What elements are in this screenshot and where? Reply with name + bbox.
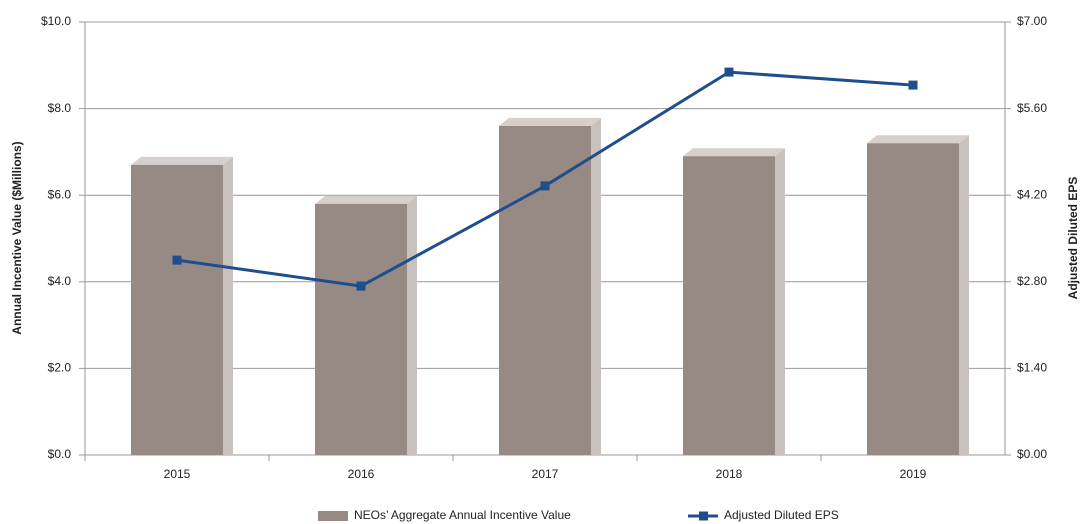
- y2-tick-label: $0.00: [1017, 447, 1047, 461]
- legend-label: NEOs’ Aggregate Annual Incentive Value: [354, 508, 571, 522]
- x-tick-label: 2017: [532, 467, 559, 481]
- y-tick-label: $0.0: [48, 447, 72, 461]
- line-marker: [908, 80, 918, 90]
- y-tick-label: $4.0: [48, 274, 72, 288]
- legend-swatch: [318, 511, 348, 521]
- x-tick-label: 2019: [900, 467, 927, 481]
- line-marker: [540, 181, 550, 191]
- bar-side: [959, 135, 969, 456]
- line-marker: [172, 255, 182, 265]
- bar: [315, 203, 407, 455]
- x-tick-label: 2015: [164, 467, 191, 481]
- y2-tick-label: $2.80: [1017, 274, 1047, 288]
- y2-tick-label: $4.20: [1017, 187, 1047, 201]
- bar-top: [683, 148, 785, 157]
- y-tick-label: $10.0: [41, 14, 71, 28]
- bar-top: [499, 117, 601, 126]
- bar-top: [131, 156, 233, 165]
- bar: [499, 125, 591, 456]
- bar: [131, 164, 223, 455]
- x-tick-label: 2018: [716, 467, 743, 481]
- bar-top: [867, 135, 969, 144]
- y-tick-label: $2.0: [48, 361, 72, 375]
- bar: [867, 143, 959, 456]
- x-tick-label: 2016: [348, 467, 375, 481]
- legend-label: Adjusted Diluted EPS: [724, 508, 839, 522]
- y2-tick-label: $5.60: [1017, 101, 1047, 115]
- legend-marker: [699, 511, 708, 521]
- y2-axis-title: Adjusted Diluted EPS: [1066, 177, 1080, 300]
- y2-tick-label: $1.40: [1017, 361, 1047, 375]
- y-tick-label: $6.0: [48, 187, 72, 201]
- y-axis-title: Annual Incentive Value ($Millions): [10, 141, 24, 334]
- y-tick-label: $8.0: [48, 101, 72, 115]
- bar: [683, 156, 775, 456]
- bar-top: [315, 195, 417, 204]
- bar-side: [775, 148, 785, 456]
- bar-side: [223, 156, 233, 455]
- bar-side: [591, 117, 601, 456]
- line-marker: [356, 281, 366, 291]
- line-marker: [724, 67, 734, 77]
- bar-side: [407, 195, 417, 456]
- y2-tick-label: $7.00: [1017, 14, 1047, 28]
